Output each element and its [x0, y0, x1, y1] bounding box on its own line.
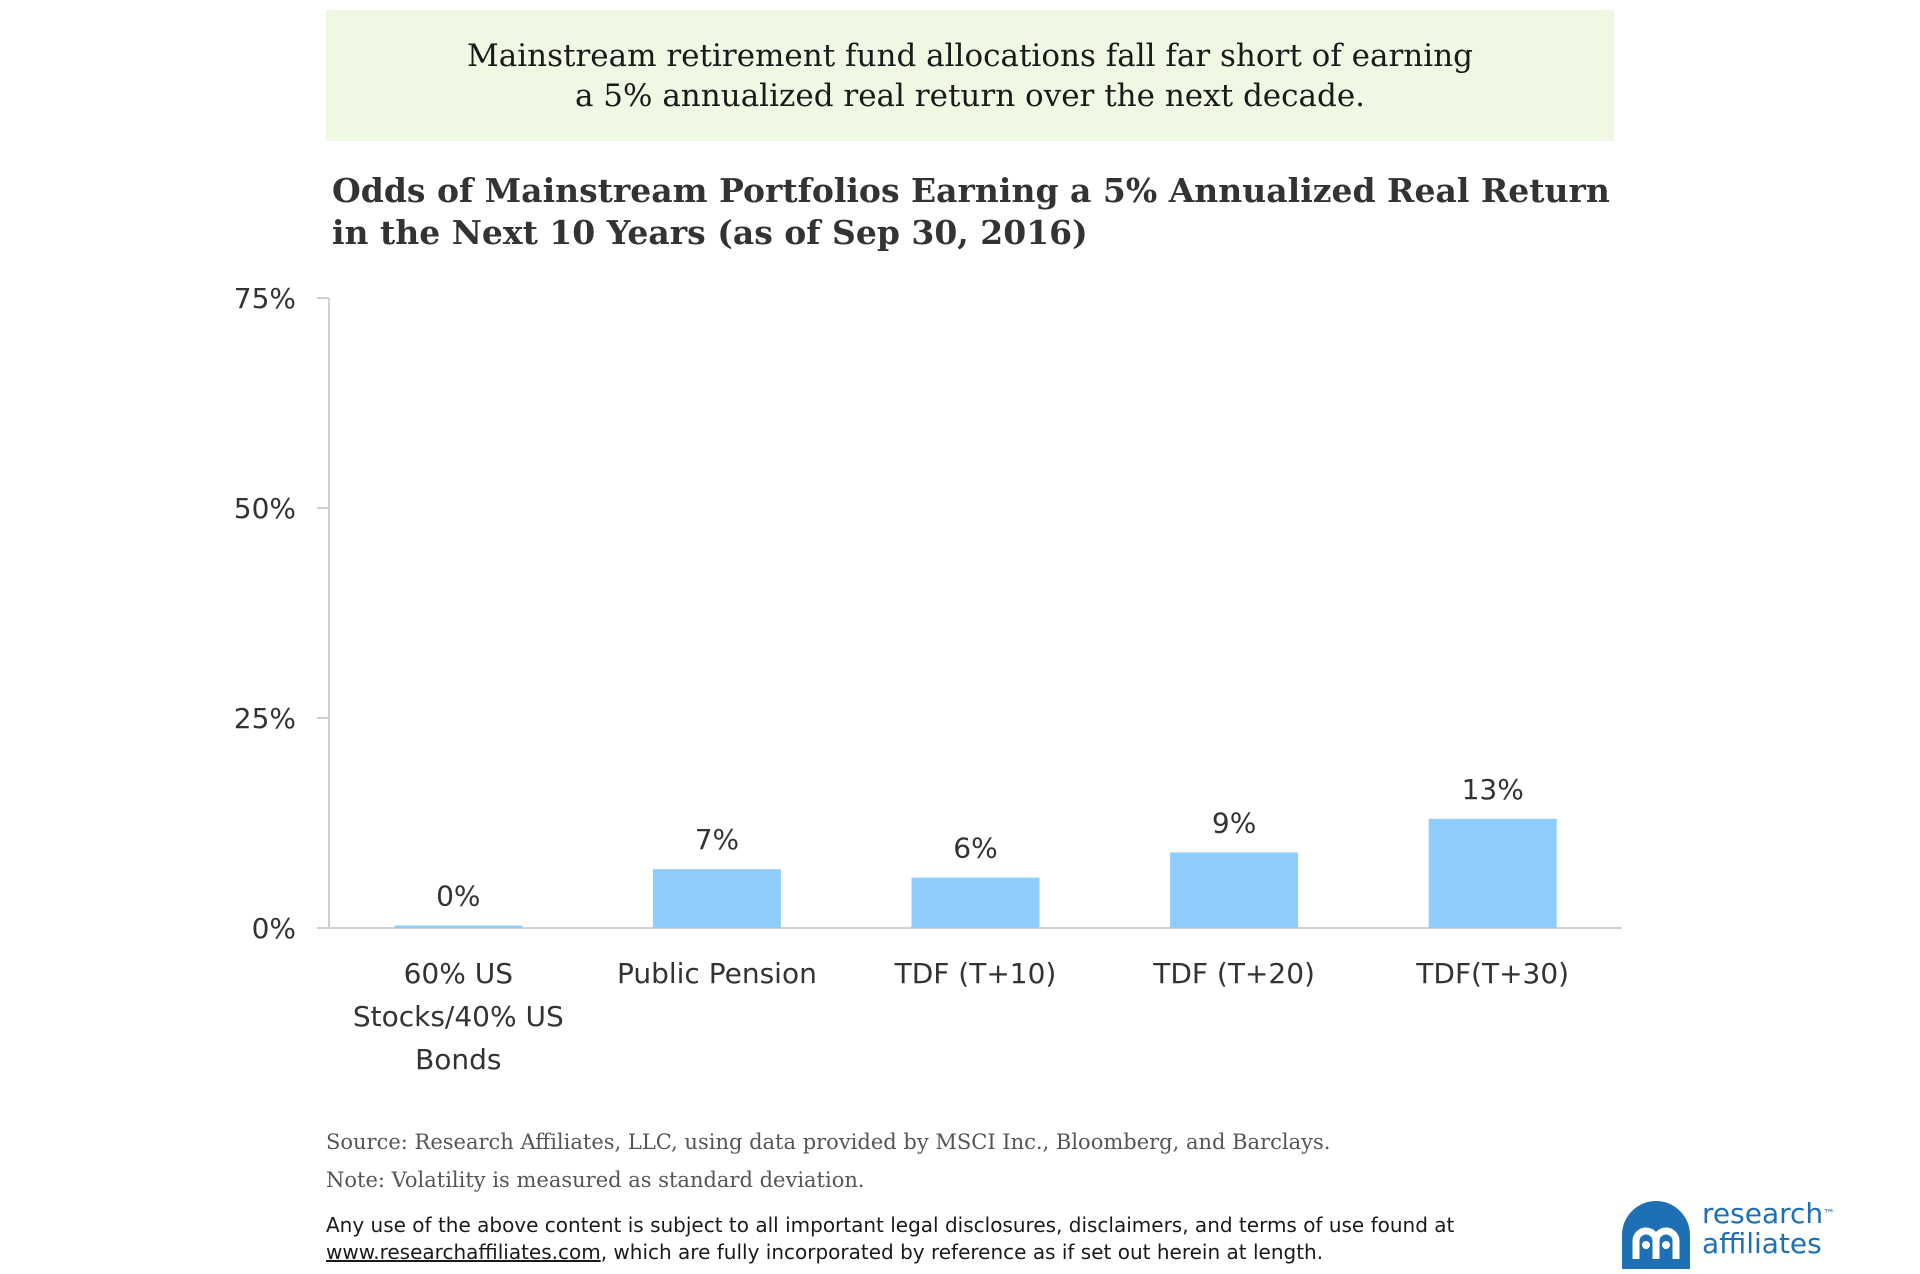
logo-mark-icon: [1622, 1201, 1690, 1269]
x-category-label: 60% US Stocks/40% US Bonds: [338, 952, 578, 1081]
x-category-label: TDF(T+30): [1373, 952, 1613, 995]
website-link[interactable]: www.researchaffiliates.com: [326, 1240, 601, 1264]
data-label: 0%: [436, 879, 480, 912]
x-category-label-line: TDF(T+30): [1416, 957, 1570, 990]
bar: [394, 925, 523, 928]
logo-trademark: ™: [1823, 1207, 1836, 1221]
headline-line-1: Mainstream retirement fund allocations f…: [466, 37, 1474, 74]
bars: [394, 818, 1557, 928]
headline-line-2: a 5% annualized real return over the nex…: [574, 77, 1366, 114]
x-category-label: TDF (T+10): [856, 952, 1096, 995]
research-affiliates-logo: research™ affiliates: [1622, 1197, 1920, 1269]
chart-title-line-1: Odds of Mainstream Portfolios Earning a …: [332, 171, 1610, 210]
x-category-label: TDF (T+20): [1114, 952, 1354, 995]
y-axis: 0% 25% 50% 75%: [234, 282, 1622, 945]
disclaimer-line-1: Any use of the above content is subject …: [326, 1213, 1455, 1237]
x-category-label-line: TDF (T+10): [894, 957, 1057, 990]
y-tick-label: 75%: [234, 282, 296, 315]
legal-disclaimer: Any use of the above content is subject …: [326, 1212, 1526, 1266]
x-category-label-line: Stocks/40% US: [352, 1000, 564, 1033]
x-category-label-line: Public Pension: [616, 957, 817, 990]
bar: [1428, 818, 1557, 928]
x-category-label-line: TDF (T+20): [1153, 957, 1315, 990]
chart-title-line-2: in the Next 10 Years (as of Sep 30, 2016…: [332, 213, 1088, 252]
bar: [652, 869, 781, 928]
data-labels: 0% 7% 6% 9% 13%: [436, 773, 1524, 913]
x-category-label-line: 60% US: [403, 957, 513, 990]
y-tick-label: 50%: [234, 492, 296, 525]
y-tick-label: 25%: [234, 702, 296, 735]
logo-glyph-icon: [1632, 1227, 1680, 1259]
data-label: 9%: [1212, 806, 1256, 839]
data-label: 7%: [695, 823, 739, 856]
disclaimer-line-2-rest: , which are fully incorporated by refere…: [600, 1240, 1324, 1264]
source-note: Source: Research Affiliates, LLC, using …: [326, 1130, 1331, 1154]
volatility-note: Note: Volatility is measured as standard…: [326, 1168, 865, 1192]
logo-line-1: research: [1702, 1197, 1824, 1230]
logo-line-2: affiliates: [1702, 1227, 1822, 1260]
headline-banner: Mainstream retirement fund allocations f…: [326, 10, 1614, 141]
data-label: 6%: [953, 832, 997, 865]
data-label: 13%: [1462, 773, 1524, 806]
disclaimer-line-2: www.researchaffiliates.com, which are fu…: [326, 1239, 1526, 1266]
bar: [1170, 852, 1299, 928]
y-tick-label: 0%: [252, 912, 296, 945]
x-category-label: Public Pension: [597, 952, 837, 995]
bar: [911, 877, 1040, 928]
chart-title: Odds of Mainstream Portfolios Earning a …: [332, 170, 1632, 254]
x-category-label-line: Bonds: [415, 1043, 502, 1076]
logo-wordmark: research™ affiliates: [1702, 1199, 1835, 1259]
